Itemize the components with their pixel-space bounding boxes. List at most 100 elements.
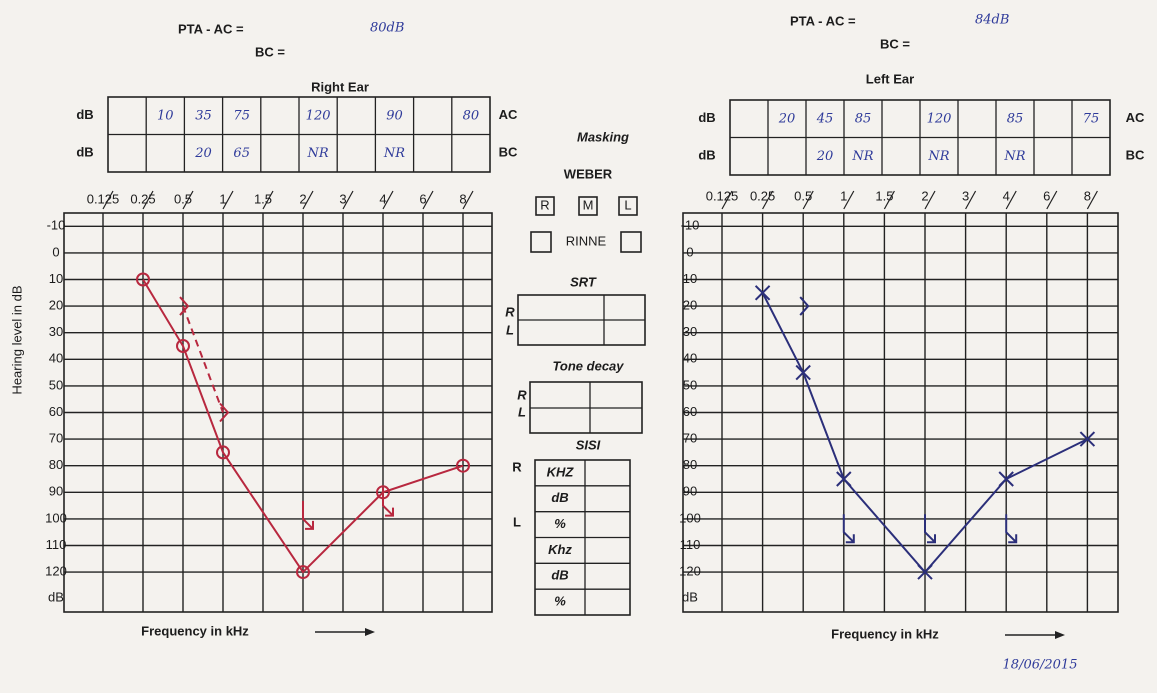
series-line: [761, 292, 1088, 574]
sisi-row: dB: [551, 568, 568, 583]
x-tick: [302, 190, 314, 210]
table-value: 20: [194, 146, 212, 161]
x-tick-label: 6: [1043, 188, 1050, 203]
ear-title: Left Ear: [866, 71, 914, 86]
x-tick: [102, 190, 114, 210]
sisi-row: KHZ: [547, 464, 575, 479]
x-tick-label: 8: [1084, 188, 1091, 203]
y-tick-label: 70: [49, 431, 63, 446]
row-unit: dB: [76, 107, 93, 122]
ac-marker: [176, 339, 190, 353]
y-tick-label: 20: [683, 298, 697, 313]
row-name: BC: [1126, 148, 1145, 163]
table-value: 85: [855, 111, 872, 126]
y-tick-label: -10: [47, 218, 66, 233]
series-line: [182, 305, 224, 413]
y-tick-label: 100: [679, 510, 701, 525]
x-tick-label: 2: [921, 188, 928, 203]
x-tick-label: 4: [1003, 188, 1010, 203]
x-tick-label: 0.25: [130, 191, 155, 206]
ac-marker: [795, 364, 811, 381]
sisi-ear: R: [512, 459, 522, 474]
x-tick-label: 0.125: [87, 191, 120, 206]
y-tick-label: 80: [683, 457, 697, 472]
table-value: NR: [307, 146, 329, 161]
bc-marker: [799, 296, 810, 316]
row-unit: dB: [698, 110, 715, 125]
y-tick-label: 90: [49, 484, 63, 499]
x-tick-label: 3: [339, 191, 346, 206]
row-name: AC: [499, 107, 518, 122]
y-tick-label: 30: [683, 324, 697, 339]
x-axis-label: Frequency in kHz: [141, 623, 249, 638]
bc-marker: [179, 296, 190, 316]
sisi-row: %: [554, 516, 566, 531]
y-tick-label: 120: [679, 564, 701, 579]
y-tick-label: 10: [49, 271, 63, 286]
x-tick-label: 0.125: [706, 188, 739, 203]
x-tick: [1005, 190, 1017, 210]
x-tick-label: 0.25: [750, 188, 775, 203]
ac-marker: [836, 471, 852, 487]
ac-marker: [998, 471, 1014, 487]
y-tick-label: 110: [46, 537, 67, 552]
pta-ac-value: 84dB: [975, 13, 1009, 28]
y-tick-label: 100: [45, 510, 67, 525]
table-value: NR: [851, 149, 873, 164]
y-tick-label: 20: [49, 298, 63, 313]
y-unit-label: dB: [48, 589, 64, 604]
ac-marker: [456, 458, 470, 473]
sisi-label: SISI: [576, 437, 601, 452]
ac-marker: [1079, 431, 1096, 447]
y-tick-label: 10: [683, 271, 697, 286]
table-value: 120: [927, 111, 952, 126]
y-tick-label: -10: [681, 218, 700, 233]
y-tick-label: 60: [49, 404, 63, 419]
sisi-row: %: [554, 594, 566, 609]
x-tick: [843, 190, 855, 210]
x-tick: [721, 190, 733, 210]
arrow-head: [1055, 631, 1065, 639]
table-value: 45: [816, 111, 834, 126]
x-tick: [222, 190, 234, 210]
table-value: 120: [306, 108, 331, 123]
y-tick-label: 90: [683, 484, 697, 499]
x-tick-label: 0.5: [174, 191, 192, 206]
x-tick: [802, 190, 814, 210]
no-response-marker: [302, 500, 314, 530]
masking-label: Masking: [577, 129, 629, 144]
x-tick: [1086, 190, 1098, 210]
x-tick-label: 1: [219, 191, 226, 206]
x-tick-label: 8: [459, 191, 466, 206]
x-tick: [883, 190, 895, 210]
y-tick-label: 110: [680, 537, 701, 552]
tone-decay-row: R: [517, 387, 527, 402]
y-tick-label: 40: [49, 351, 63, 366]
table-value: 35: [195, 108, 212, 123]
no-response-marker: [924, 514, 936, 544]
ac-marker: [917, 564, 933, 580]
x-tick-label: 3: [962, 188, 969, 203]
no-response-marker: [842, 514, 855, 544]
tone-decay-label: Tone decay: [552, 358, 624, 373]
table-value: 90: [386, 108, 403, 123]
x-tick: [462, 190, 474, 210]
row-name: AC: [1126, 110, 1145, 125]
table-value: 80: [463, 108, 480, 123]
weber-option: R: [540, 197, 549, 212]
x-tick: [762, 190, 774, 210]
y-tick-label: 80: [49, 457, 63, 472]
ac-marker: [754, 285, 771, 301]
table-value: 20: [816, 149, 834, 164]
x-axis-label: Frequency in kHz: [831, 626, 939, 641]
srt-row: R: [505, 304, 515, 319]
y-tick-label: 70: [683, 431, 697, 446]
ear-title: Right Ear: [311, 79, 369, 94]
pta-bc-label: BC =: [255, 44, 285, 59]
x-tick: [342, 190, 354, 210]
weber-option: M: [583, 197, 594, 212]
table-value: 75: [1083, 111, 1100, 126]
x-tick-label: 1: [840, 188, 847, 203]
x-tick: [924, 190, 936, 210]
